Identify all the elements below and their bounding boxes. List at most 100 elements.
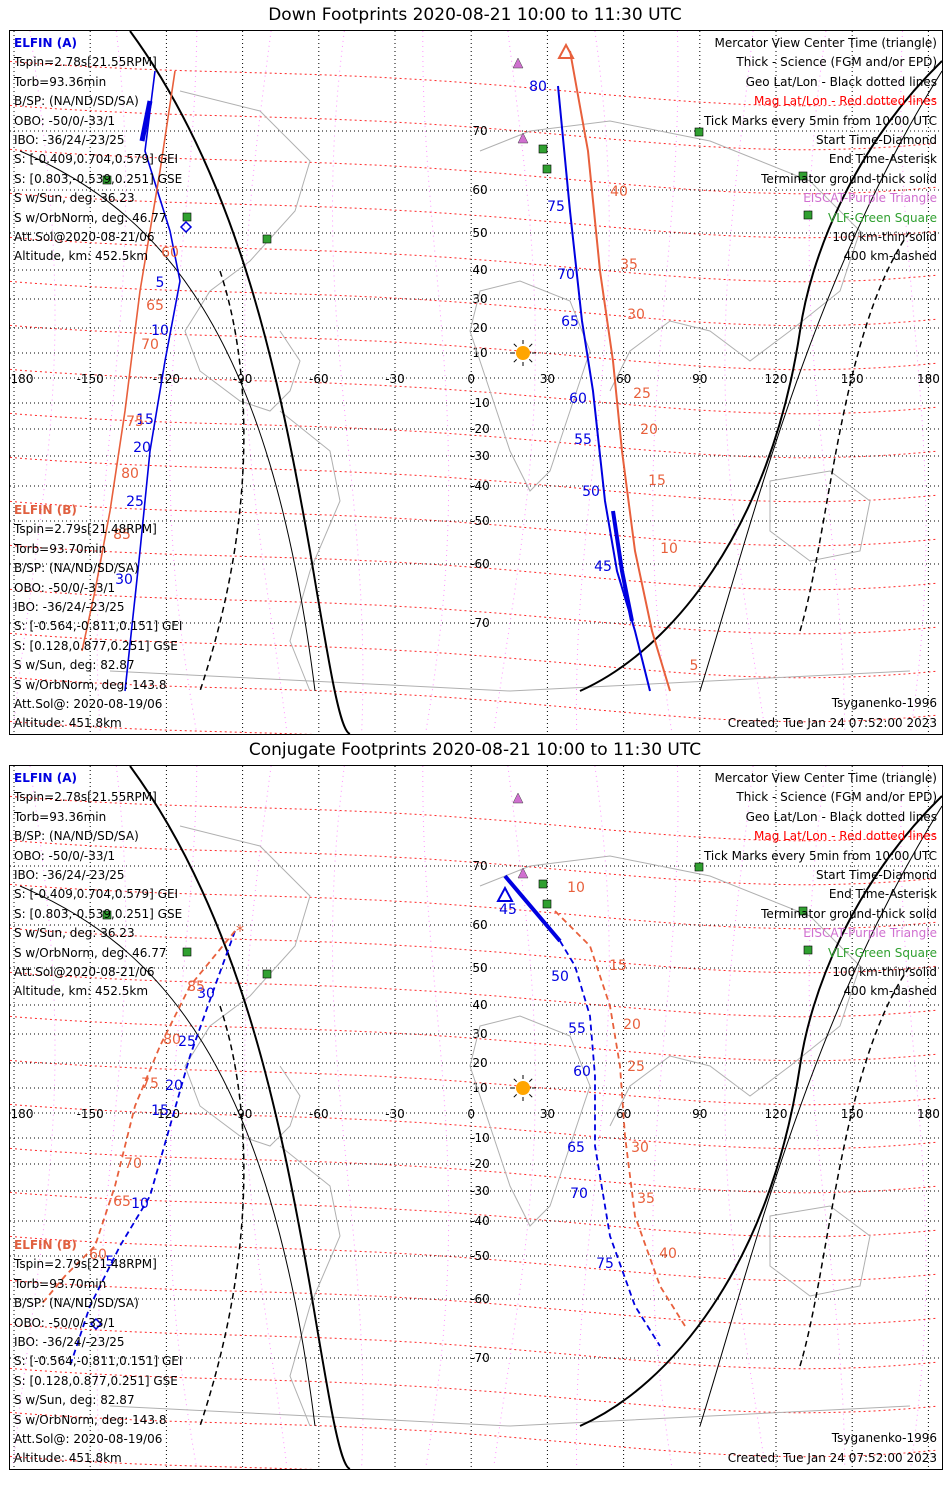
elfin-b-tick-label: 85: [113, 527, 131, 543]
elfin-a-tick-label: 55: [568, 1021, 586, 1037]
elfin-b-tick-label: 10: [660, 541, 678, 557]
lat-tick-label: 30: [472, 1027, 487, 1041]
lon-tick-label: -60: [309, 372, 329, 386]
lon-tick-label: 180: [11, 1107, 34, 1121]
lon-tick-label: -90: [233, 372, 253, 386]
lat-tick-label: -40: [470, 479, 490, 493]
eiscat-triangle-icon: [517, 867, 529, 879]
info-line: Altitude: 451.8km: [14, 716, 122, 731]
lon-tick-label: -30: [385, 1107, 405, 1121]
lat-tick-label: -50: [470, 1249, 490, 1263]
elfin-b-info: ELFIN (B) Tspin=2.79s[21.48RPM] Torb=93.…: [14, 1236, 182, 1469]
coastline: [279, 410, 341, 692]
legend: Mercator View Center Time (triangle) Thi…: [704, 34, 937, 267]
elfin-b-tick-label: 80: [121, 466, 139, 482]
sun-ray: [513, 1078, 517, 1082]
legend-item: EISCAT-Purple Triangle: [803, 191, 937, 206]
vlf-square-icon: [182, 947, 192, 957]
panel-title-down: Down Footprints 2020-08-21 10:00 to 11:3…: [268, 5, 682, 25]
info-line: S w/Sun, deg: 82.87: [14, 1393, 135, 1408]
lat-tick-label: 20: [472, 1056, 487, 1070]
elfin-a-tick-label: 65: [567, 1140, 585, 1156]
map-canvas: 180 -150 -120 -90 -60 -30 0 30 60 90 120 150 180 70 60…: [10, 766, 942, 1469]
info-line: S: [0.803,-0.539,0.251] GSE: [14, 906, 183, 921]
elfin-a-tick-label: 60: [573, 1064, 591, 1080]
elfin-b-tick-label: 30: [631, 1140, 649, 1156]
elfin-b-tick-label: 70: [124, 1156, 142, 1172]
mag-lon-line: [808, 766, 846, 1467]
elfin-b-tick-label: 15: [609, 958, 627, 974]
model-name: Tsyganenko-1996: [831, 696, 937, 711]
coastline: [769, 1205, 871, 1297]
info-line: Altitude: 451.8km: [14, 1451, 122, 1466]
elfin-a-tick-label: 5: [156, 275, 165, 291]
elfin-a-tick-label: 65: [561, 314, 579, 330]
lat-tick-label: -10: [470, 396, 490, 410]
elfin-a-science-segment: [611, 510, 634, 622]
elfin-a-title: ELFIN (A): [14, 771, 77, 785]
lat-tick-label: 50: [472, 226, 487, 240]
elfin-a-tick-label: 20: [133, 440, 151, 456]
sun-ray: [513, 343, 517, 347]
lat-tick-label: -40: [470, 1214, 490, 1228]
elfin-b-tick-label: 65: [113, 1194, 131, 1210]
vlf-square-icon: [538, 879, 548, 889]
elfin-b-info: ELFIN (B) Tspin=2.79s[21.48RPM] Torb=93.…: [14, 501, 182, 734]
legend-item: Mag Lat/Lon - Red dotted lines: [753, 94, 937, 109]
elfin-a-tick-label: 50: [551, 969, 569, 985]
vlf-square-icon: [262, 969, 272, 979]
info-line: Att.Sol@: 2020-08-19/06: [14, 697, 163, 712]
lon-tick-label: -60: [309, 1107, 329, 1121]
terminator-100km-line: [699, 805, 942, 1427]
lon-tick-label: -30: [385, 372, 405, 386]
info-line: OBO: -50/0/-33/1: [14, 848, 116, 863]
sun-ray: [513, 1094, 517, 1098]
lat-tick-label: 10: [472, 1081, 487, 1095]
lat-tick-label: 60: [472, 183, 487, 197]
elfin-a-tick-label: 75: [547, 199, 565, 215]
model-info: Tsyganenko-1996 Created: Tue Jan 24 07:5…: [728, 1429, 937, 1468]
lon-tick-label: 120: [765, 372, 788, 386]
terminator-400km-line: [199, 270, 245, 692]
lat-tick-label: 70: [472, 859, 487, 873]
lat-tick-label: 20: [472, 321, 487, 335]
info-line: Tspin=2.79s[21.48RPM]: [14, 1257, 157, 1272]
legend-item: 100 km-thin solid: [832, 230, 937, 245]
mag-lon-line: [575, 31, 610, 732]
legend-item: 400 km-dashed: [843, 249, 937, 264]
mag-lon-line: [169, 31, 198, 732]
legend-item: EISCAT-Purple Triangle: [803, 926, 937, 941]
legend-item: Thick - Science (FGM and/or EPD): [736, 55, 937, 70]
lat-tick-label: -70: [470, 616, 490, 630]
elfin-b-tick-label: 75: [126, 414, 144, 430]
elfin-a-tick-label: 20: [165, 1078, 183, 1094]
vlf-square-icon: [182, 212, 192, 222]
legend: Mercator View Center Time (triangle) Thi…: [704, 769, 937, 1002]
info-line: S w/OrbNorm, deg: 46.77: [14, 210, 167, 225]
elfin-b-tick-label: 40: [610, 184, 628, 200]
legend-item: Geo Lat/Lon - Black dotted lines: [745, 809, 937, 824]
mag-lon-line: [96, 766, 127, 1467]
info-line: S w/OrbNorm, deg: 143.8: [14, 677, 167, 692]
sun-ray: [529, 359, 533, 363]
lat-tick-label: 50: [472, 961, 487, 975]
legend-item: Mercator View Center Time (triangle): [714, 36, 937, 50]
elfin-b-tick-label: 15: [648, 473, 666, 489]
elfin-a-title: ELFIN (A): [14, 36, 77, 50]
info-line: Att.Sol@: 2020-08-19/06: [14, 1432, 163, 1447]
info-line: IBO: -36/24/-23/25: [14, 133, 125, 148]
start-diamond-icon: [89, 1317, 103, 1331]
info-line: S: [0.128,0.877,0.251] GSE: [14, 638, 178, 653]
legend-item: VLF-Green Square: [828, 945, 937, 960]
lon-tick-label: 150: [841, 372, 864, 386]
info-line: OBO: -50/0/-33/1: [14, 580, 116, 595]
elfin-a-tick-label: 55: [574, 432, 592, 448]
info-line: S: [-0.409,0.704,0.579] GEI: [14, 887, 179, 902]
terminator-line: [579, 795, 942, 1427]
elfin-b-tick-label: 75: [141, 1076, 159, 1092]
elfin-a-tick-label: 25: [178, 1034, 196, 1050]
down-footprints-map: 180 -150 -120 -90 -60 -30 0 30 60 90 120 150 180 70 60…: [9, 30, 943, 735]
sun-ray: [529, 343, 533, 347]
info-line: S: [0.128,0.877,0.251] GSE: [14, 1373, 178, 1388]
lon-tick-label: 0: [467, 1107, 475, 1121]
